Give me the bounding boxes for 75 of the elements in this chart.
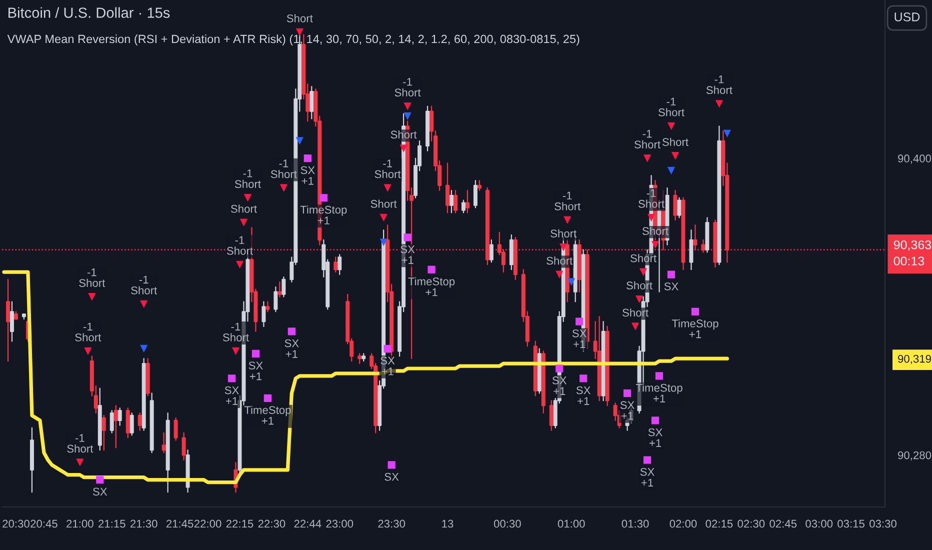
- text: SX: [384, 472, 399, 481]
- text: -1 Short: [75, 322, 102, 342]
- x-tick-label: 03:30: [870, 520, 896, 528]
- series-label: -1 Short: [634, 130, 660, 148]
- x-tick-label: 13: [442, 520, 454, 528]
- x-tick-label: 23:30: [378, 520, 406, 528]
- text: -1 Short: [270, 160, 297, 178]
- text: -1 Short: [67, 434, 94, 453]
- x-tick-label: 01:30: [622, 520, 649, 528]
- y-tick-label: 90,400: [898, 154, 932, 164]
- text: -1 Short: [374, 160, 401, 178]
- text: Short: [662, 138, 688, 146]
- x-tick-label: 21:45: [166, 520, 194, 528]
- x-tick-label: 22:15: [226, 520, 254, 528]
- ref-line-label: 90,363 00:13: [894, 240, 932, 266]
- text: -1 Short: [706, 76, 732, 94]
- series-label: TimeStop +1: [672, 319, 718, 338]
- text: -1 Short: [554, 192, 581, 210]
- text: SX +1: [380, 356, 395, 376]
- text: SX +1: [576, 386, 591, 405]
- text: -1 Short: [638, 189, 664, 208]
- text: TimeStop +1: [300, 205, 347, 224]
- text: SX +1: [300, 166, 315, 185]
- text: -1 Short: [131, 276, 158, 294]
- text: -1 Short: [394, 78, 421, 97]
- x-tick-label: 02:00: [670, 520, 697, 528]
- text: SX +1: [572, 329, 587, 348]
- text: -1 Short: [658, 98, 684, 116]
- text: SX +1: [552, 376, 567, 395]
- text: Short: [622, 308, 648, 317]
- y-axis-title: USD: [894, 12, 920, 22]
- text: Short: [546, 256, 573, 265]
- x-tick-label: 20:45: [30, 520, 58, 528]
- text: SX +1: [640, 468, 654, 486]
- y-tick-label: 90,280: [898, 451, 932, 461]
- x-tick-label: 03:00: [806, 520, 833, 528]
- text: TimeStop +1: [244, 406, 291, 425]
- x-tick-label: 00:30: [494, 520, 521, 528]
- x-tick-label: 21:30: [130, 520, 158, 528]
- chart-title: Bitcoin / U.S. Dollar · 15s: [8, 7, 170, 18]
- x-tick-label: 20:30: [2, 520, 30, 528]
- series-label: Short: [630, 254, 656, 262]
- y-tick-label: 90,319: [898, 354, 931, 364]
- text: SX +1: [620, 401, 634, 420]
- text: Short: [626, 281, 652, 290]
- text: SX: [664, 282, 678, 290]
- x-tick-label: 02:30: [738, 520, 765, 528]
- text: -1 Short: [234, 170, 261, 188]
- text: Short: [370, 200, 397, 208]
- text: SX +1: [284, 339, 299, 358]
- series-label: SX +1: [224, 386, 239, 405]
- series-label: SX: [92, 488, 108, 496]
- text: SX +1: [248, 362, 263, 380]
- text: -1 Short: [226, 236, 253, 255]
- x-tick-label: 02:15: [706, 520, 733, 528]
- text: Short: [286, 14, 313, 22]
- x-tick-label: 21:00: [66, 520, 94, 528]
- text: Short: [550, 229, 577, 238]
- text: TimeStop +1: [636, 384, 682, 402]
- text: SX +1: [648, 428, 662, 447]
- text: Short: [390, 130, 417, 139]
- x-tick-label: 21:15: [98, 520, 126, 528]
- text: SX +1: [400, 245, 415, 264]
- text: -1 Short: [79, 268, 106, 287]
- x-tick-label: 03:15: [838, 520, 864, 528]
- text: Short: [642, 226, 668, 236]
- x-tick-label: 22:30: [258, 520, 286, 528]
- x-tick-label: 22:44: [294, 520, 322, 528]
- x-tick-label: 02:45: [770, 520, 797, 528]
- x-tick-label: 01:00: [558, 520, 585, 528]
- x-tick-label: 22:00: [194, 520, 222, 528]
- text: Short: [230, 204, 257, 213]
- text: TimeStop +1: [408, 277, 455, 296]
- x-tick-label: 23:00: [326, 520, 354, 528]
- text: -1 Short: [222, 322, 249, 342]
